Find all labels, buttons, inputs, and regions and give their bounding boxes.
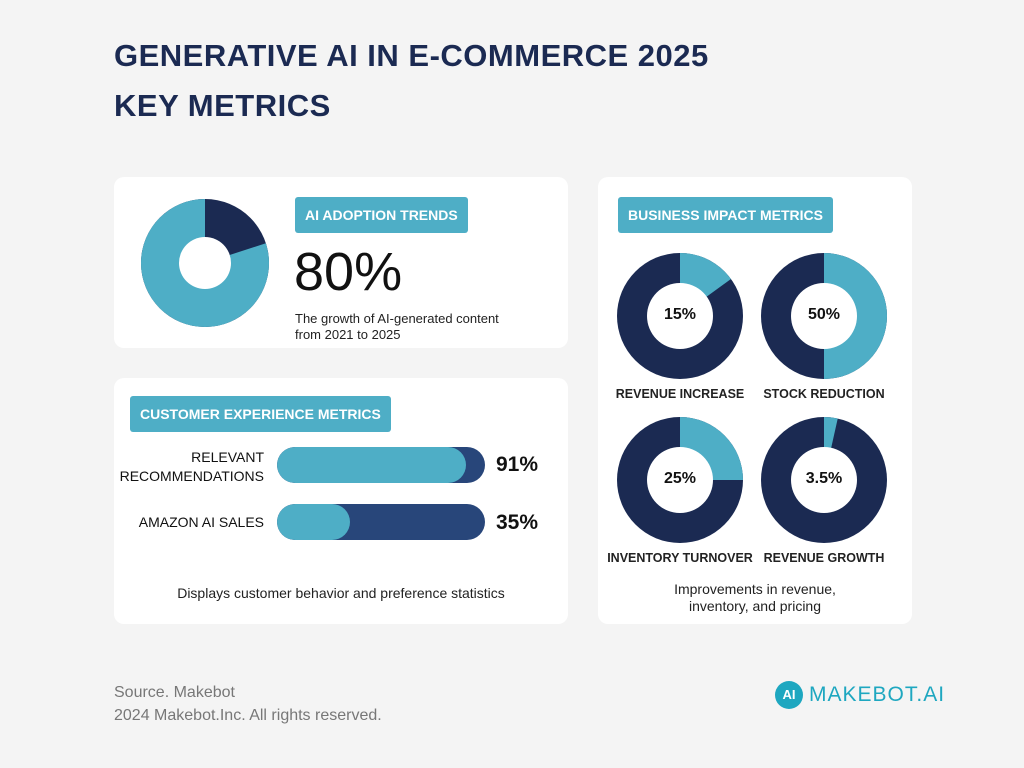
bar-fill-0 bbox=[277, 447, 467, 483]
bar-label-1: AMAZON AI SALES bbox=[138, 514, 264, 530]
bi-caption-2: inventory, and pricing bbox=[688, 598, 822, 614]
impact-donut-label: STOCK REDUCTION bbox=[763, 387, 885, 401]
ai-adoption-card: AI ADOPTION TRENDS 80% The growth of AI-… bbox=[114, 177, 568, 348]
impact-donut bbox=[617, 253, 743, 379]
impact-donut-value: 50% bbox=[807, 306, 841, 323]
copyright-text: 2024 Makebot.Inc. All rights reserved. bbox=[114, 707, 382, 724]
donut-hole bbox=[647, 283, 713, 349]
impact-donut-value: 15% bbox=[663, 306, 697, 323]
impact-donut bbox=[617, 417, 743, 543]
adoption-desc-1: The growth of AI-generated content bbox=[295, 311, 499, 326]
logo-mark-icon: AI bbox=[775, 681, 803, 709]
cx-badge: CUSTOMER EXPERIENCE METRICS bbox=[130, 396, 391, 432]
adoption-desc-2: from 2021 to 2025 bbox=[295, 327, 401, 342]
page-subtitle: KEY METRICS bbox=[114, 88, 331, 123]
logo-text: MAKEBOT.AI bbox=[809, 683, 946, 706]
makebot-logo: AI MAKEBOT.AI bbox=[775, 681, 945, 709]
adoption-donut bbox=[141, 199, 269, 327]
bar-value-0: 91% bbox=[496, 453, 539, 476]
page-title: GENERATIVE AI IN E-COMMERCE 2025 bbox=[114, 38, 709, 73]
bar-track-0 bbox=[277, 447, 485, 483]
impact-donut-value: 25% bbox=[663, 470, 697, 487]
donut-hole bbox=[791, 447, 857, 513]
adoption-badge: AI ADOPTION TRENDS bbox=[295, 197, 468, 233]
impact-donut-label: REVENUE GROWTH bbox=[763, 551, 885, 565]
impact-donut-value: 3.5% bbox=[805, 470, 843, 487]
cx-caption: Displays customer behavior and preferenc… bbox=[177, 585, 505, 601]
impact-donut bbox=[761, 253, 887, 379]
bi-badge: BUSINESS IMPACT METRICS bbox=[618, 197, 833, 233]
source-text: Source. Makebot bbox=[114, 684, 235, 701]
impact-donut-label: INVENTORY TURNOVER bbox=[607, 551, 753, 565]
donut-hole bbox=[791, 283, 857, 349]
bar-value-1: 35% bbox=[496, 511, 539, 534]
bar-track-1 bbox=[277, 504, 485, 540]
business-impact-card: BUSINESS IMPACT METRICS 15% REVENUE INCRE… bbox=[598, 177, 912, 624]
customer-experience-card: CUSTOMER EXPERIENCE METRICS RELEVANT RECO… bbox=[114, 378, 568, 624]
bar-label-0: RELEVANT RECOMMENDATIONS bbox=[119, 449, 264, 484]
adoption-value: 80% bbox=[294, 242, 403, 302]
impact-donut bbox=[761, 417, 887, 543]
bar-fill-1 bbox=[277, 504, 350, 540]
impact-donut-label: REVENUE INCREASE bbox=[615, 387, 745, 401]
bi-caption-1: Improvements in revenue, bbox=[674, 581, 836, 597]
donut-hole bbox=[647, 447, 713, 513]
donut-hole bbox=[179, 237, 231, 289]
